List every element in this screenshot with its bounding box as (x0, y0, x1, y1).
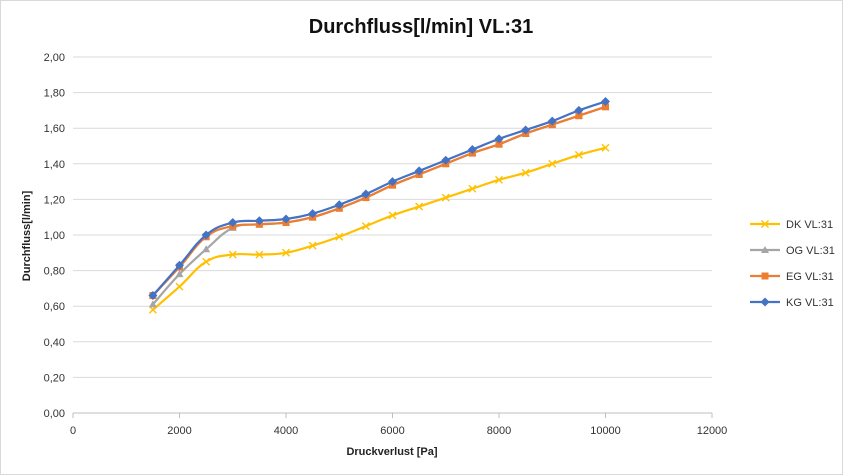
legend-swatch-marker (761, 220, 769, 228)
data-point-dk-vl-31 (255, 250, 264, 259)
data-point-eg-vl-31 (575, 112, 583, 120)
x-tick-label: 4000 (274, 425, 298, 437)
y-tick-label: 0,60 (44, 301, 65, 313)
y-tick-label: 1,40 (44, 159, 65, 171)
data-point-kg-vl-31 (414, 166, 424, 176)
data-point-dk-vl-31 (574, 150, 583, 159)
y-tick-label: 0,80 (44, 266, 65, 278)
data-point-kg-vl-31 (308, 209, 318, 219)
x-tick-label: 6000 (380, 425, 404, 437)
legend-item: DK VL:31 (750, 219, 833, 231)
y-tick-label: 1,00 (44, 230, 65, 242)
data-point-kg-vl-31 (388, 177, 397, 187)
data-point-og-vl-31 (148, 300, 157, 308)
chart-title: Durchfluss[l/min] VL:31 (309, 16, 533, 38)
data-point-dk-vl-31 (388, 211, 397, 220)
data-point-kg-vl-31 (467, 145, 477, 155)
series-dk-vl-31 (148, 143, 610, 314)
series-line-dk-vl-31 (152, 146, 606, 311)
data-point-dk-vl-31 (548, 159, 557, 168)
data-point-kg-vl-31 (521, 125, 531, 135)
data-point-kg-vl-31 (201, 230, 211, 240)
y-tick-label: 1,80 (44, 88, 65, 100)
legend: DK VL:31 OG VL:31 EG VL:31 KG VL:31 (750, 219, 835, 309)
legend-item: EG VL:31 (750, 271, 834, 283)
data-point-kg-vl-31 (361, 189, 371, 199)
legend-item: OG VL:31 (750, 245, 835, 257)
axes: 0,00 0,20 0,40 0,60 0,80 1,00 1,20 1,40 1,60 1,80… (44, 52, 728, 437)
data-point-dk-vl-31 (361, 222, 370, 231)
data-point-og-vl-31 (175, 270, 184, 278)
y-tick-label: 0,40 (44, 337, 65, 349)
legend-label: EG VL:31 (786, 271, 834, 283)
data-point-kg-vl-31 (601, 97, 610, 106)
data-point-dk-vl-31 (335, 232, 344, 241)
series-layer (148, 97, 610, 314)
data-point-dk-vl-31 (282, 248, 290, 257)
data-point-kg-vl-31 (175, 260, 184, 270)
legend-swatch-marker (760, 297, 770, 307)
data-point-dk-vl-31 (521, 168, 530, 177)
data-point-kg-vl-31 (254, 216, 264, 226)
data-point-kg-vl-31 (228, 218, 238, 228)
data-point-kg-vl-31 (441, 155, 451, 165)
data-point-eg-vl-31 (602, 103, 609, 111)
x-tick-label: 12000 (697, 425, 728, 437)
y-tick-label: 0,00 (44, 408, 65, 420)
series-kg-vl-31 (148, 97, 610, 301)
y-axis-title: Durchfluss[l/min] (21, 190, 33, 281)
data-point-dk-vl-31 (308, 241, 317, 250)
data-point-dk-vl-31 (415, 202, 424, 211)
x-axis-title: Druckverlust [Pa] (346, 446, 437, 458)
data-point-kg-vl-31 (574, 105, 584, 115)
data-point-dk-vl-31 (601, 143, 610, 152)
legend-swatch-marker (761, 272, 769, 280)
data-point-kg-vl-31 (547, 116, 557, 126)
data-point-kg-vl-31 (334, 200, 344, 210)
data-point-dk-vl-31 (441, 193, 450, 202)
y-tick-label: 2,00 (44, 52, 65, 64)
data-point-dk-vl-31 (228, 250, 237, 259)
data-point-kg-vl-31 (494, 134, 504, 144)
x-tick-label: 8000 (487, 425, 511, 437)
legend-label: DK VL:31 (786, 219, 833, 231)
x-tick-label: 2000 (167, 425, 191, 437)
data-point-og-vl-31 (202, 245, 211, 253)
data-point-eg-vl-31 (495, 140, 503, 148)
legend-label: OG VL:31 (786, 245, 835, 257)
y-tick-label: 1,60 (44, 123, 65, 135)
legend-item: KG VL:31 (750, 297, 834, 309)
data-point-dk-vl-31 (202, 257, 211, 266)
data-point-dk-vl-31 (468, 184, 477, 193)
y-tick-label: 1,20 (44, 194, 65, 206)
data-point-dk-vl-31 (175, 282, 184, 291)
y-tick-label: 0,20 (44, 372, 65, 384)
legend-label: KG VL:31 (786, 297, 834, 309)
data-point-kg-vl-31 (281, 214, 291, 224)
data-point-dk-vl-31 (495, 175, 503, 184)
data-point-kg-vl-31 (148, 291, 158, 301)
legend-swatch-marker (761, 246, 769, 253)
grid-lines (73, 56, 712, 414)
x-tick-label: 0 (70, 425, 76, 437)
x-tick-label: 10000 (590, 425, 621, 437)
data-point-dk-vl-31 (148, 305, 157, 314)
